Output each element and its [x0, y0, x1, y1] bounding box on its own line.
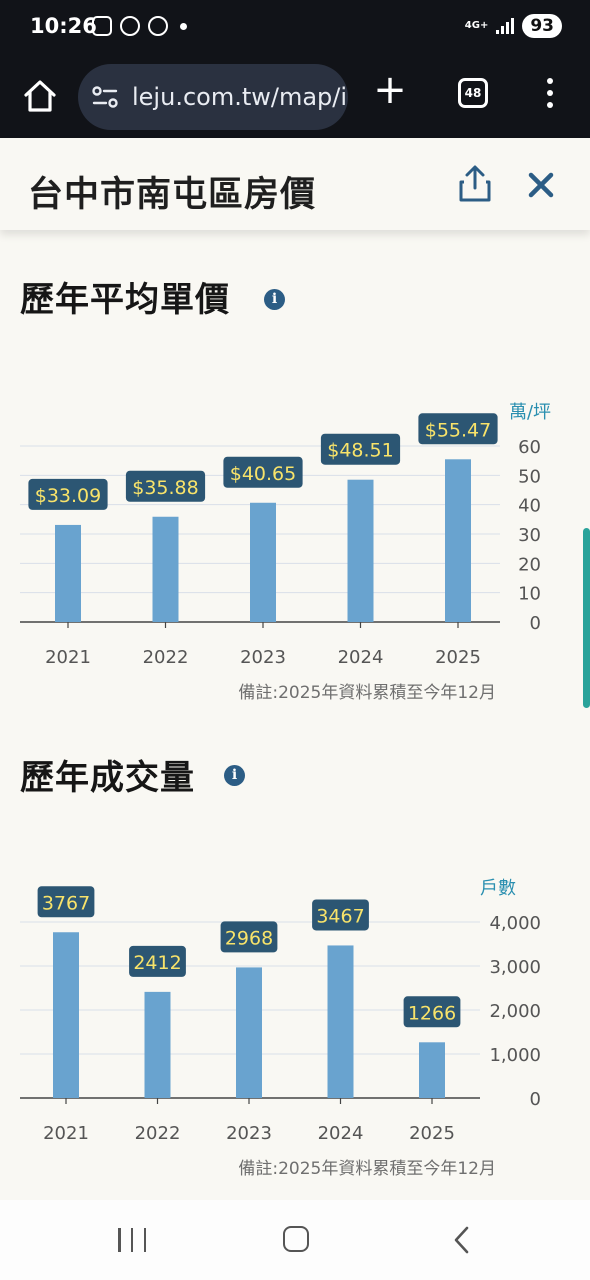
address-bar[interactable]: leju.com.tw/map/i: [78, 64, 348, 130]
data-label: 2968: [225, 927, 273, 949]
site-settings-icon[interactable]: [92, 85, 118, 109]
y-unit-label: 戶數: [480, 878, 516, 899]
y-tick-label: 20: [518, 554, 541, 575]
data-label: 3467: [316, 905, 364, 927]
home-icon[interactable]: [20, 76, 60, 116]
bar: [53, 932, 79, 1098]
signal-icon: [496, 18, 515, 34]
bar: [419, 1042, 445, 1098]
battery-saver-icon: [148, 16, 168, 36]
y-tick-label: 2,000: [489, 1001, 541, 1022]
bar: [152, 516, 179, 622]
notification-dot-icon: [180, 22, 187, 30]
tab-switcher-button[interactable]: 48: [458, 78, 488, 108]
scrollbar[interactable]: [583, 528, 590, 708]
page-title: 台中市南屯區房價: [28, 175, 317, 215]
data-label-box: [129, 945, 186, 977]
status-bar: 10:26 4G+ 93: [0, 0, 590, 58]
new-tab-icon[interactable]: +: [373, 67, 407, 113]
data-label-box: [320, 433, 401, 465]
y-tick-label: 10: [518, 584, 541, 605]
system-indicators: 4G+ 93: [465, 14, 562, 38]
share-icon[interactable]: [456, 164, 494, 204]
volume-section-title: 歷年成交量: [20, 758, 195, 798]
bar: [236, 967, 262, 1098]
bar: [327, 945, 354, 1098]
y-tick-label: 50: [518, 466, 541, 487]
data-label: $33.09: [35, 485, 101, 507]
screenshot-icon: [92, 16, 112, 36]
x-tick-label: 2022: [135, 1123, 181, 1144]
y-tick-label: 1,000: [489, 1045, 541, 1066]
y-tick-label: 0: [530, 1089, 541, 1110]
data-label-box: [125, 470, 206, 502]
data-label: $48.51: [327, 440, 393, 462]
status-time: 10:26: [30, 14, 97, 38]
y-unit-label: 萬/坪: [509, 402, 551, 423]
x-tick-label: 2021: [45, 647, 91, 668]
network-type: 4G+: [464, 20, 489, 31]
page-header: 台中市南屯區房價: [0, 138, 590, 230]
data-label-box: [28, 478, 108, 510]
data-label-box: [418, 413, 498, 445]
y-tick-label: 40: [518, 496, 541, 517]
x-tick-label: 2025: [435, 647, 481, 668]
data-label-box: [37, 886, 95, 918]
y-tick-label: 60: [518, 437, 541, 458]
price-section-title: 歷年平均單價: [20, 280, 230, 320]
bar: [55, 524, 81, 622]
data-label: 3767: [42, 892, 90, 914]
x-tick-label: 2024: [318, 1123, 364, 1144]
data-label: $55.47: [425, 419, 491, 441]
data-label: 2412: [133, 952, 181, 974]
volume-chart-note: 備註:2025年資料累積至今年12月: [238, 1159, 496, 1179]
x-tick-label: 2024: [338, 647, 384, 668]
notification-icons: [92, 16, 187, 36]
x-tick-label: 2023: [240, 647, 286, 668]
y-tick-label: 30: [518, 525, 541, 546]
battery-level: 93: [522, 14, 562, 38]
volume-info-icon[interactable]: i: [224, 765, 245, 786]
chrome-icon: [120, 16, 140, 36]
home-nav-icon[interactable]: [283, 1226, 309, 1252]
recent-apps-icon[interactable]: [118, 1228, 146, 1252]
price-chart: 0 10 20 30 40 50 60 萬/坪 2021 $33.09 2022 $35.88 2023…: [20, 402, 551, 668]
data-label: $35.88: [132, 477, 198, 499]
more-menu-icon[interactable]: [540, 78, 560, 112]
data-label-box: [312, 899, 369, 931]
data-label: 1266: [408, 1002, 456, 1024]
data-label: $40.65: [230, 463, 296, 485]
price-chart-note: 備註:2025年資料累積至今年12月: [238, 683, 496, 703]
browser-toolbar: leju.com.tw/map/i + 48: [0, 58, 590, 138]
url-text: leju.com.tw/map/i: [132, 83, 348, 111]
x-tick-label: 2022: [143, 647, 189, 668]
data-label-box: [220, 921, 278, 953]
y-tick-label: 4,000: [489, 913, 541, 934]
y-tick-label: 3,000: [489, 957, 541, 978]
bar: [250, 502, 276, 622]
y-tick-label: 0: [530, 613, 541, 634]
price-info-icon[interactable]: i: [264, 289, 285, 310]
back-icon[interactable]: [450, 1225, 474, 1255]
system-nav-bar: [0, 1200, 590, 1280]
bar: [445, 459, 471, 622]
bar: [347, 479, 374, 622]
x-tick-label: 2023: [226, 1123, 272, 1144]
volume-chart: 0 1,000 2,000 3,000 4,000 戶數 2021 3767 2022 2412 2…: [20, 878, 541, 1144]
x-tick-label: 2025: [409, 1123, 455, 1144]
data-label-box: [223, 456, 303, 488]
bar: [144, 991, 171, 1098]
data-label-box: [403, 996, 461, 1028]
x-tick-label: 2021: [43, 1123, 89, 1144]
close-icon[interactable]: [524, 168, 558, 202]
